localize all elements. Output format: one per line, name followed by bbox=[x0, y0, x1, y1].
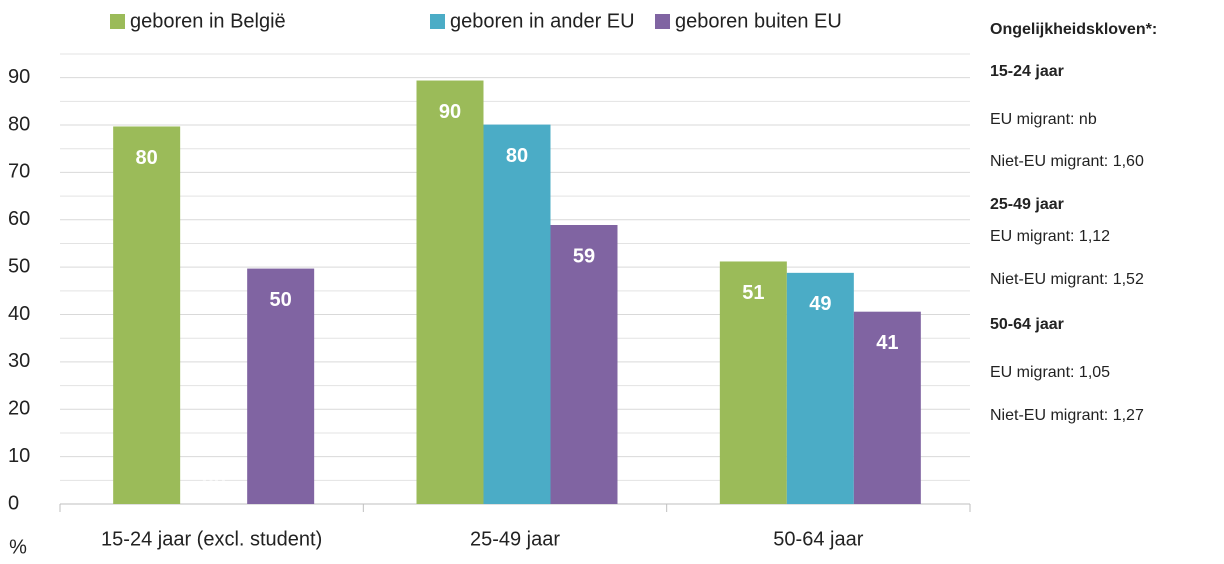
x-tick-label: 15-24 jaar (excl. student) bbox=[101, 528, 322, 550]
bar bbox=[113, 126, 181, 504]
y-tick-label: 60 bbox=[8, 208, 30, 230]
value-label: nb bbox=[201, 470, 225, 492]
legend-swatch bbox=[110, 14, 125, 29]
legend-label: geboren in België bbox=[130, 10, 286, 32]
side-line: EU migrant: 1,05 bbox=[990, 364, 1110, 381]
y-tick-label: 30 bbox=[8, 350, 30, 372]
side-line: Niet-EU migrant: 1,27 bbox=[990, 407, 1144, 424]
value-label: 50 bbox=[270, 289, 292, 311]
side-line: EU migrant: 1,12 bbox=[990, 228, 1110, 245]
value-label: 49 bbox=[809, 293, 831, 315]
bar bbox=[247, 268, 315, 504]
value-label: 41 bbox=[876, 332, 898, 354]
bar bbox=[719, 261, 787, 504]
x-tick-label: 25-49 jaar bbox=[470, 528, 560, 550]
side-line: EU migrant: nb bbox=[990, 111, 1097, 128]
side-line: Niet-EU migrant: 1,60 bbox=[990, 153, 1144, 170]
bar bbox=[483, 124, 551, 504]
x-tick-label: 50-64 jaar bbox=[773, 528, 863, 550]
bar bbox=[416, 80, 484, 505]
y-tick-label: 10 bbox=[8, 445, 30, 467]
value-label: 80 bbox=[136, 147, 158, 169]
value-label: 59 bbox=[573, 245, 595, 267]
bar bbox=[550, 225, 618, 504]
legend-label: geboren in ander EU bbox=[450, 10, 635, 32]
side-heading: 25-49 jaar bbox=[990, 196, 1064, 213]
bar bbox=[853, 311, 921, 504]
y-axis-label: % bbox=[9, 536, 27, 558]
value-label: 90 bbox=[439, 101, 461, 123]
y-tick-label: 70 bbox=[8, 161, 30, 183]
y-tick-label: 40 bbox=[8, 303, 30, 325]
y-tick-label: 80 bbox=[8, 113, 30, 135]
value-label: 51 bbox=[742, 282, 764, 304]
legend-swatch bbox=[655, 14, 670, 29]
y-tick-label: 50 bbox=[8, 255, 30, 277]
bar bbox=[786, 272, 854, 504]
legend-label: geboren buiten EU bbox=[675, 10, 842, 32]
y-tick-label: 0 bbox=[8, 492, 19, 514]
side-heading: 50-64 jaar bbox=[990, 316, 1064, 333]
side-heading: 15-24 jaar bbox=[990, 63, 1064, 80]
y-tick-label: 20 bbox=[8, 398, 30, 420]
value-label: 80 bbox=[506, 145, 528, 167]
y-tick-label: 90 bbox=[8, 66, 30, 88]
side-title: Ongelijkheidskloven*: bbox=[990, 21, 1157, 38]
legend-swatch bbox=[430, 14, 445, 29]
side-line: Niet-EU migrant: 1,52 bbox=[990, 271, 1144, 288]
